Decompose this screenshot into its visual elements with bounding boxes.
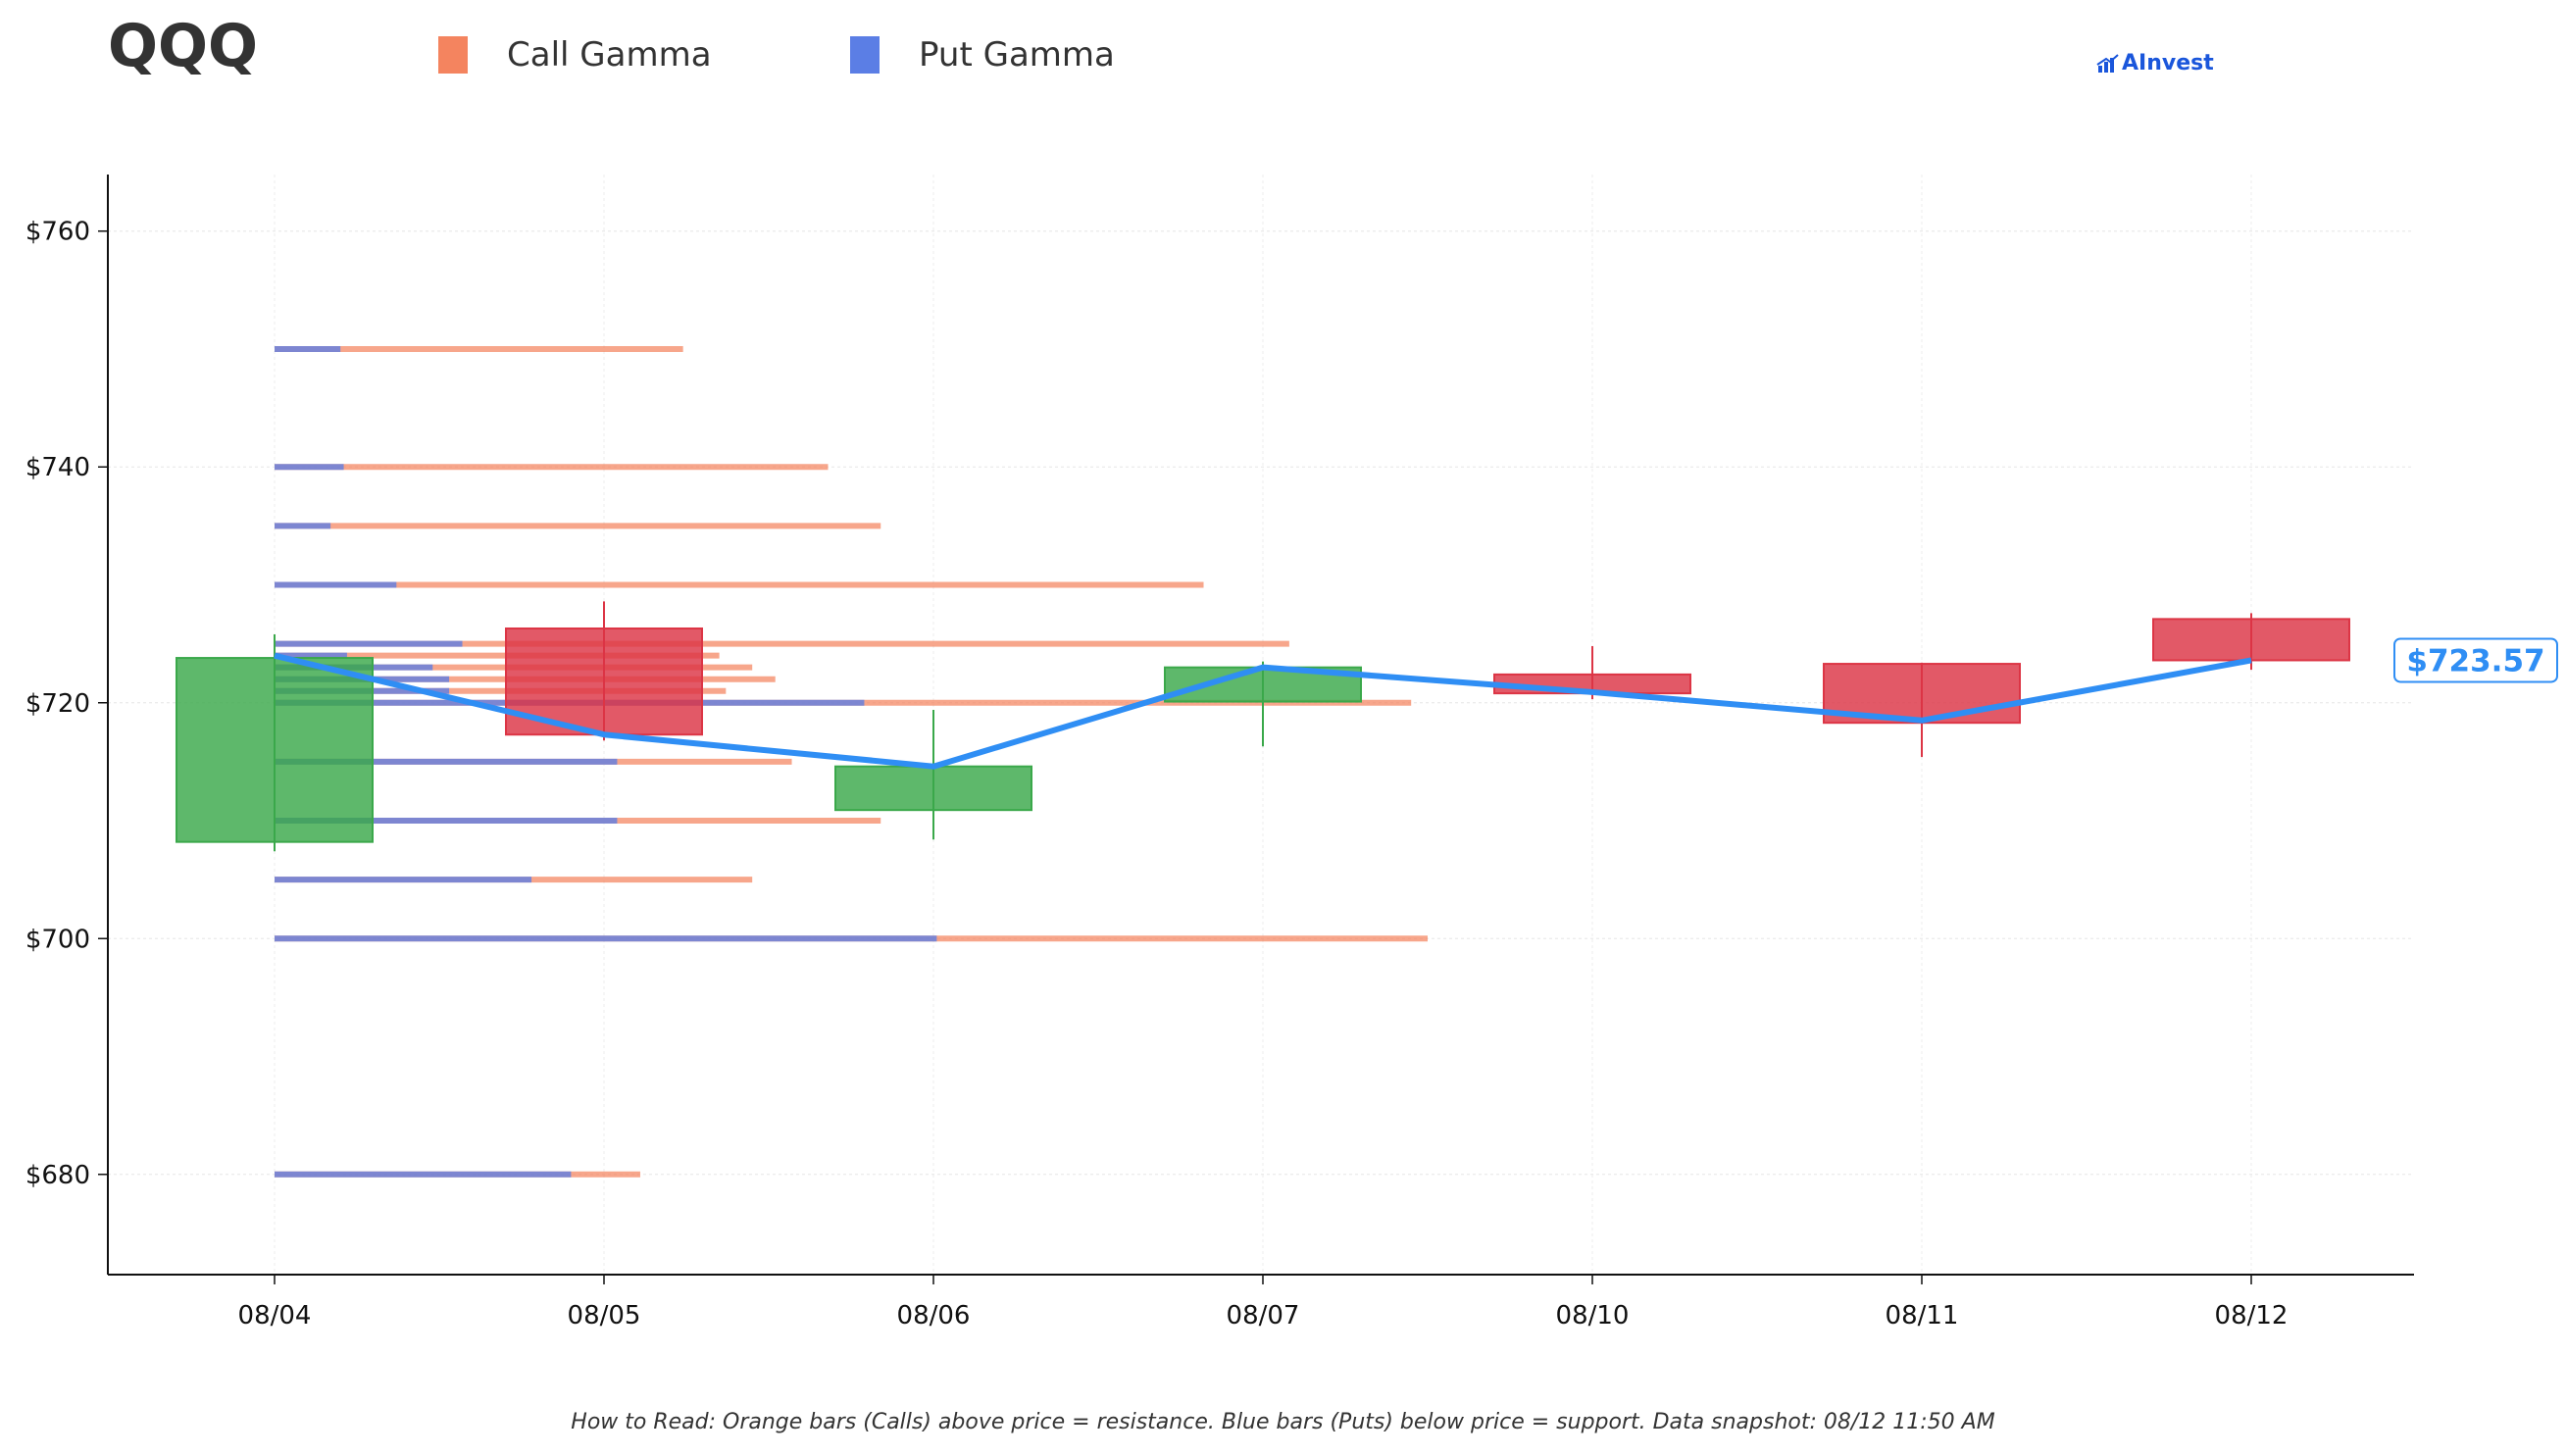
x-tick-label: 08/12 — [2215, 1301, 2289, 1330]
call-gamma-swatch — [438, 36, 468, 74]
x-tick-label: 08/06 — [897, 1301, 971, 1330]
y-tick-label: $700 — [25, 925, 90, 954]
candle-body-08/12 — [2152, 618, 2350, 662]
legend-item-put-gamma: Put Gamma — [850, 35, 1115, 75]
brand-chart-icon — [2096, 53, 2119, 73]
y-tick-label: $720 — [25, 689, 90, 719]
ticker-title: QQQ — [108, 12, 259, 80]
axes: $680 $700 $720 $740 $760 08/04 08/05 08/06 08/07… — [25, 175, 2414, 1330]
x-tick-label: 08/05 — [568, 1301, 641, 1330]
brand-logo: AInvest — [2096, 51, 2214, 75]
price-line-layer — [274, 652, 2252, 770]
y-tick-label: $680 — [25, 1161, 90, 1190]
gamma-bars — [275, 345, 1428, 1178]
footer-note: How to Read: Orange bars (Calls) above p… — [571, 1410, 1995, 1434]
current-price-marker: $723.57 — [2393, 637, 2558, 683]
x-tick-label: 08/07 — [1227, 1301, 1300, 1330]
price-line — [274, 652, 2252, 770]
x-tick-label: 08/11 — [1886, 1301, 1959, 1330]
x-tick-label: 08/10 — [1556, 1301, 1630, 1330]
y-tick-label: $740 — [25, 453, 90, 482]
grid-lines — [108, 175, 2414, 1275]
legend-item-call-gamma: Call Gamma — [438, 35, 712, 75]
brand-name: AInvest — [2122, 51, 2214, 75]
current-price-label: $723.57 — [2406, 643, 2544, 678]
candles — [176, 601, 2350, 852]
legend-label-put-gamma: Put Gamma — [919, 35, 1115, 75]
legend-label-call-gamma: Call Gamma — [507, 35, 712, 75]
candle-body-08/04 — [176, 657, 374, 843]
y-tick-label: $760 — [25, 218, 90, 247]
candle-body-08/06 — [834, 765, 1032, 812]
current-price-box — [2393, 637, 2558, 683]
put-gamma-swatch — [850, 36, 880, 74]
x-tick-label: 08/04 — [238, 1301, 312, 1330]
